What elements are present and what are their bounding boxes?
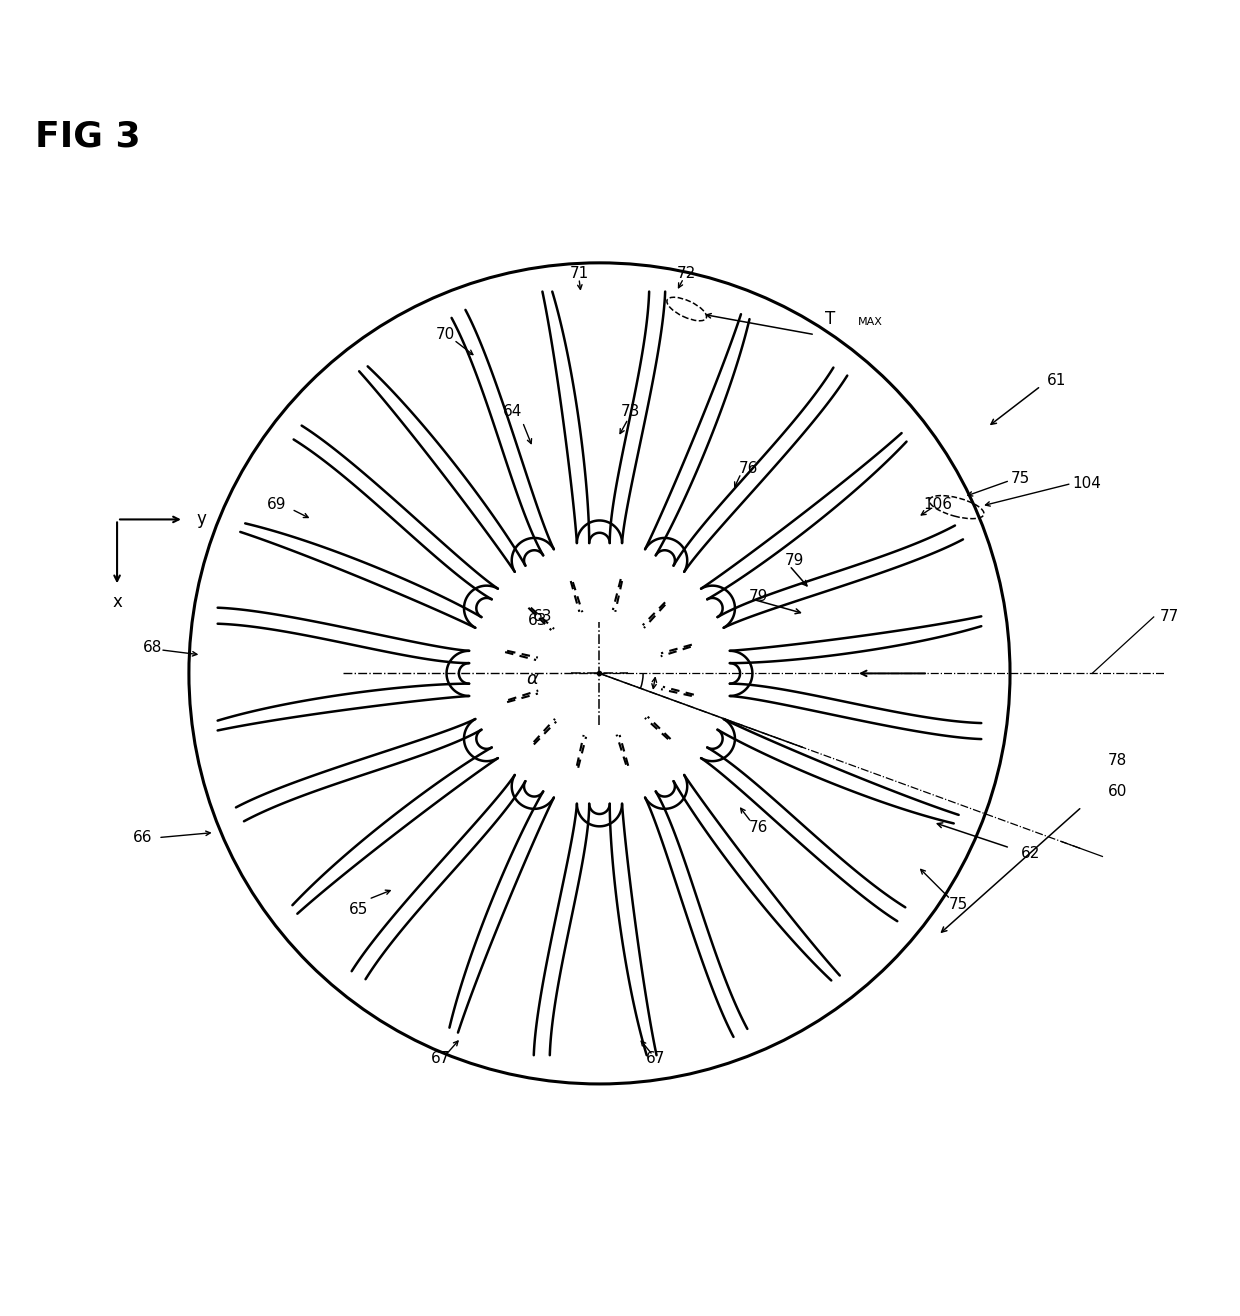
- Text: 67: 67: [646, 1050, 666, 1066]
- Text: 61: 61: [1047, 374, 1066, 388]
- Text: 63: 63: [528, 612, 548, 628]
- Text: 71: 71: [569, 266, 589, 280]
- Text: 66: 66: [133, 830, 153, 845]
- Text: 104: 104: [1073, 476, 1101, 491]
- Text: x: x: [112, 592, 122, 611]
- Text: 63: 63: [533, 609, 553, 625]
- Text: 75: 75: [949, 896, 968, 912]
- Text: 62: 62: [1021, 845, 1040, 861]
- Text: MAX: MAX: [858, 317, 883, 328]
- Text: 76: 76: [739, 461, 758, 475]
- Text: y: y: [196, 511, 206, 529]
- Text: 79: 79: [785, 553, 805, 569]
- Text: 78: 78: [1109, 753, 1127, 769]
- Text: 75: 75: [1011, 471, 1030, 486]
- Text: 69: 69: [267, 496, 286, 512]
- Text: T: T: [826, 311, 836, 328]
- Text: 65: 65: [348, 901, 368, 917]
- Text: FIG 3: FIG 3: [35, 120, 140, 153]
- Text: 73: 73: [620, 404, 640, 420]
- Text: $\alpha$: $\alpha$: [526, 670, 539, 687]
- Text: 76: 76: [749, 820, 769, 834]
- Text: 68: 68: [144, 641, 162, 655]
- Text: 106: 106: [924, 496, 952, 512]
- Text: 77: 77: [1159, 609, 1179, 625]
- Text: 79: 79: [749, 590, 769, 604]
- Text: 60: 60: [1109, 784, 1127, 799]
- Text: 67: 67: [430, 1050, 450, 1066]
- Text: 70: 70: [436, 328, 455, 342]
- Text: 72: 72: [677, 266, 697, 280]
- Text: 64: 64: [502, 404, 522, 420]
